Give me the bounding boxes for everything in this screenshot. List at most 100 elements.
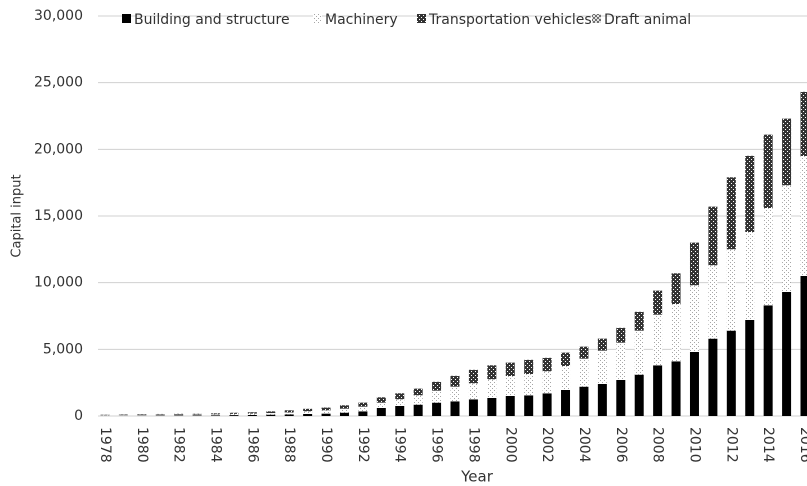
bar-segment (413, 404, 423, 416)
bar-segment (468, 399, 478, 416)
bar-segment (100, 415, 110, 416)
legend-label: Machinery (325, 12, 398, 28)
bar-segment (524, 374, 534, 396)
bar-segment (413, 388, 423, 396)
bar-segment (616, 342, 626, 380)
legend-swatch (592, 14, 601, 23)
bar-segment (376, 397, 386, 403)
bar-segment (192, 415, 202, 416)
x-tick-label: 1994 (392, 427, 408, 463)
y-tick-label: 30,000 (34, 8, 83, 24)
bar-segment (192, 414, 202, 416)
bar-segment (137, 414, 147, 416)
x-tick-label: 2014 (760, 427, 776, 463)
bar-segment (763, 134, 773, 208)
bar-segment (321, 410, 331, 414)
bar-segment (155, 414, 165, 415)
bar-segment (634, 312, 644, 331)
bar-segment (468, 383, 478, 400)
bar-segment (524, 360, 534, 374)
x-tick-label: 2002 (539, 427, 555, 463)
bar-segment (616, 328, 626, 343)
x-tick-label: 1998 (465, 427, 481, 463)
bar-segment (800, 92, 807, 156)
bar-segment (303, 414, 313, 416)
bar-segment (358, 402, 368, 407)
bar-segment (247, 413, 257, 415)
bar-segment (708, 265, 718, 339)
bar-segment (432, 390, 442, 403)
bar-segment (321, 407, 331, 411)
bar-segment (192, 413, 202, 415)
bar-segment (726, 249, 736, 331)
bar-segment (450, 401, 460, 416)
y-tick-label: 15,000 (34, 208, 83, 224)
x-axis-title: Year (460, 468, 494, 486)
bar-segment (358, 411, 368, 416)
bar-segment (247, 412, 257, 414)
bar-segment (229, 413, 239, 416)
bar-segment (303, 408, 313, 412)
bar-segment (339, 408, 349, 413)
bar-segment (487, 398, 497, 416)
bar-segment (432, 402, 442, 416)
bar-segment (745, 232, 755, 320)
bar-segment (745, 156, 755, 232)
bar-segment (763, 305, 773, 416)
x-tick-label: 2012 (723, 427, 739, 463)
bar-segment (726, 330, 736, 416)
bar-segment (118, 415, 128, 416)
bar-segment (321, 413, 331, 416)
bar-segment (653, 365, 663, 416)
bar-segment (542, 371, 552, 394)
bar-segment (597, 338, 607, 351)
bar-segment (174, 414, 184, 416)
bar-segment (284, 414, 294, 416)
legend-label: Building and structure (134, 12, 290, 28)
bar-segment (505, 396, 515, 416)
bar-segment (597, 384, 607, 416)
bar-segment (579, 358, 589, 387)
bar-segment (376, 408, 386, 416)
legend-swatch (122, 14, 131, 23)
x-tick-label: 2004 (576, 427, 592, 463)
legend-label: Transportation vehicles (428, 12, 592, 28)
bar-segment (671, 273, 681, 304)
bar-segment (505, 362, 515, 376)
bar-segment (339, 412, 349, 416)
bar-segment (376, 402, 386, 408)
x-tick-label: 2016 (797, 427, 807, 463)
bar-segment (726, 177, 736, 250)
bar-segment (395, 393, 405, 400)
bar-segment (395, 406, 405, 416)
x-tick-label: 1980 (134, 427, 150, 463)
bar-segment (247, 414, 257, 416)
y-tick-label: 25,000 (34, 75, 83, 91)
x-tick-label: 2010 (686, 427, 702, 463)
x-tick-label: 1984 (208, 427, 224, 463)
bar-segment (505, 376, 515, 396)
bar-segment (284, 410, 294, 413)
bar-segment (708, 338, 718, 416)
bar-segment (303, 411, 313, 414)
bar-segment (800, 156, 807, 276)
bar-segment (487, 379, 497, 398)
bar-segment (616, 380, 626, 416)
bar-segment (266, 414, 276, 416)
bar-segment (561, 390, 571, 416)
legend-swatch (417, 14, 426, 23)
x-tick-label: 1990 (318, 427, 334, 463)
bar-segment (561, 366, 571, 390)
bar-segment (579, 386, 589, 416)
x-tick-label: 2008 (650, 427, 666, 463)
bar-segment (211, 415, 221, 416)
x-tick-label: 1978 (97, 427, 113, 463)
bar-segment (689, 352, 699, 416)
bar-segment (229, 415, 239, 416)
bar-segment (137, 414, 147, 415)
bar-segment (229, 412, 239, 414)
bar-segment (597, 350, 607, 384)
bar-segment (782, 118, 792, 186)
bar-segment (450, 376, 460, 387)
